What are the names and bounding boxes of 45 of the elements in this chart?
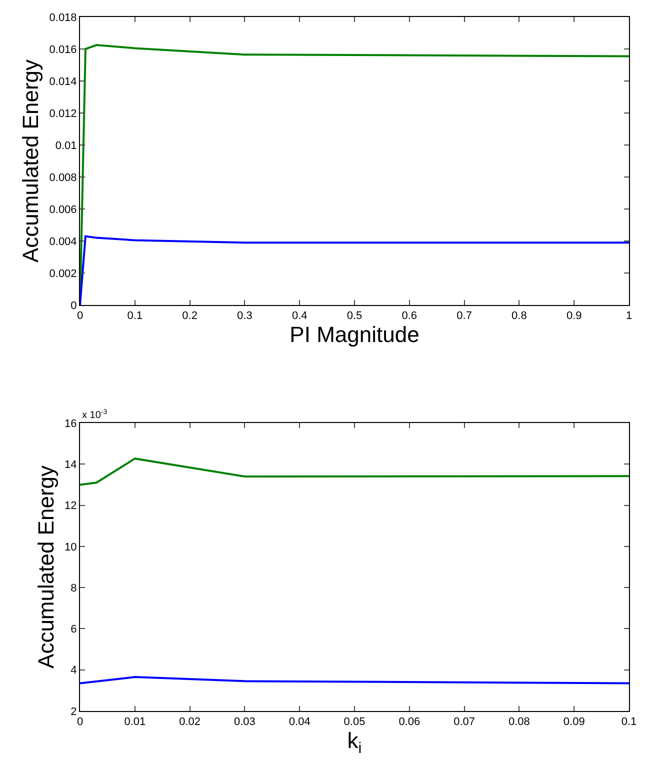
y-tick-label: 6 <box>70 624 77 636</box>
y-tick-label: 0.002 <box>49 268 77 280</box>
y-tick-label: 0.006 <box>49 204 77 216</box>
y-tick-label: 0.004 <box>49 236 77 248</box>
y-tick-label: 0.014 <box>49 76 77 88</box>
x-tick-label: 0.08 <box>508 716 530 728</box>
x-tick-label: 0.03 <box>234 716 256 728</box>
x-tick-label: 0.5 <box>346 310 362 322</box>
x-tick-label: 0.09 <box>563 716 585 728</box>
line-series <box>80 458 629 486</box>
x-tick-label: 0.06 <box>398 716 420 728</box>
y-tick-label: 12 <box>64 500 77 512</box>
x-tick-label: 0.2 <box>182 310 198 322</box>
y-tick-label: 0.018 <box>49 12 77 24</box>
x-tick-label: 0.6 <box>402 310 418 322</box>
y-tick-label: 14 <box>64 458 77 471</box>
x-tick-label: 0.9 <box>566 310 582 322</box>
x-axis-title: k$_{i}$ <box>347 728 362 757</box>
y-tick-label: 0.016 <box>49 44 77 56</box>
x-axis-title: PI Magnitude <box>290 322 420 348</box>
y-tick-label: 8 <box>70 582 77 594</box>
text: x 10$^{-3}$ <box>82 409 108 422</box>
x-tick-label: 1 <box>626 310 632 322</box>
y-tick-label: 4 <box>70 664 77 677</box>
x-tick-label: 0.8 <box>512 310 527 322</box>
x-tick-label: 0.07 <box>454 716 476 728</box>
x-tick-label: 0.1 <box>127 310 143 322</box>
y-tick-label: 0.008 <box>49 172 77 184</box>
x-tick-label: 0.05 <box>344 716 366 728</box>
y-tick-label: 0.01 <box>55 140 77 152</box>
x-tick-label: 0.1 <box>621 716 637 728</box>
y-axis-title: Accumulated Energy <box>18 60 44 263</box>
y-tick-label: 0.012 <box>49 108 77 120</box>
x-tick-label: 0.7 <box>456 310 472 322</box>
x-tick-label: 0.04 <box>288 716 310 728</box>
y-tick-label: 16 <box>64 418 77 430</box>
x-tick-label: 0.02 <box>179 716 201 728</box>
x-tick-label: 0.3 <box>237 310 252 322</box>
x-tick-label: 0.01 <box>124 716 146 728</box>
y-tick-label: 2 <box>70 706 77 718</box>
y-tick-label: 0 <box>70 300 77 312</box>
y-tick-label: 10 <box>64 541 77 554</box>
line-series <box>80 235 629 306</box>
x-tick-label: 0.4 <box>292 310 308 322</box>
y-axis-title: Accumulated Energy <box>33 465 58 668</box>
